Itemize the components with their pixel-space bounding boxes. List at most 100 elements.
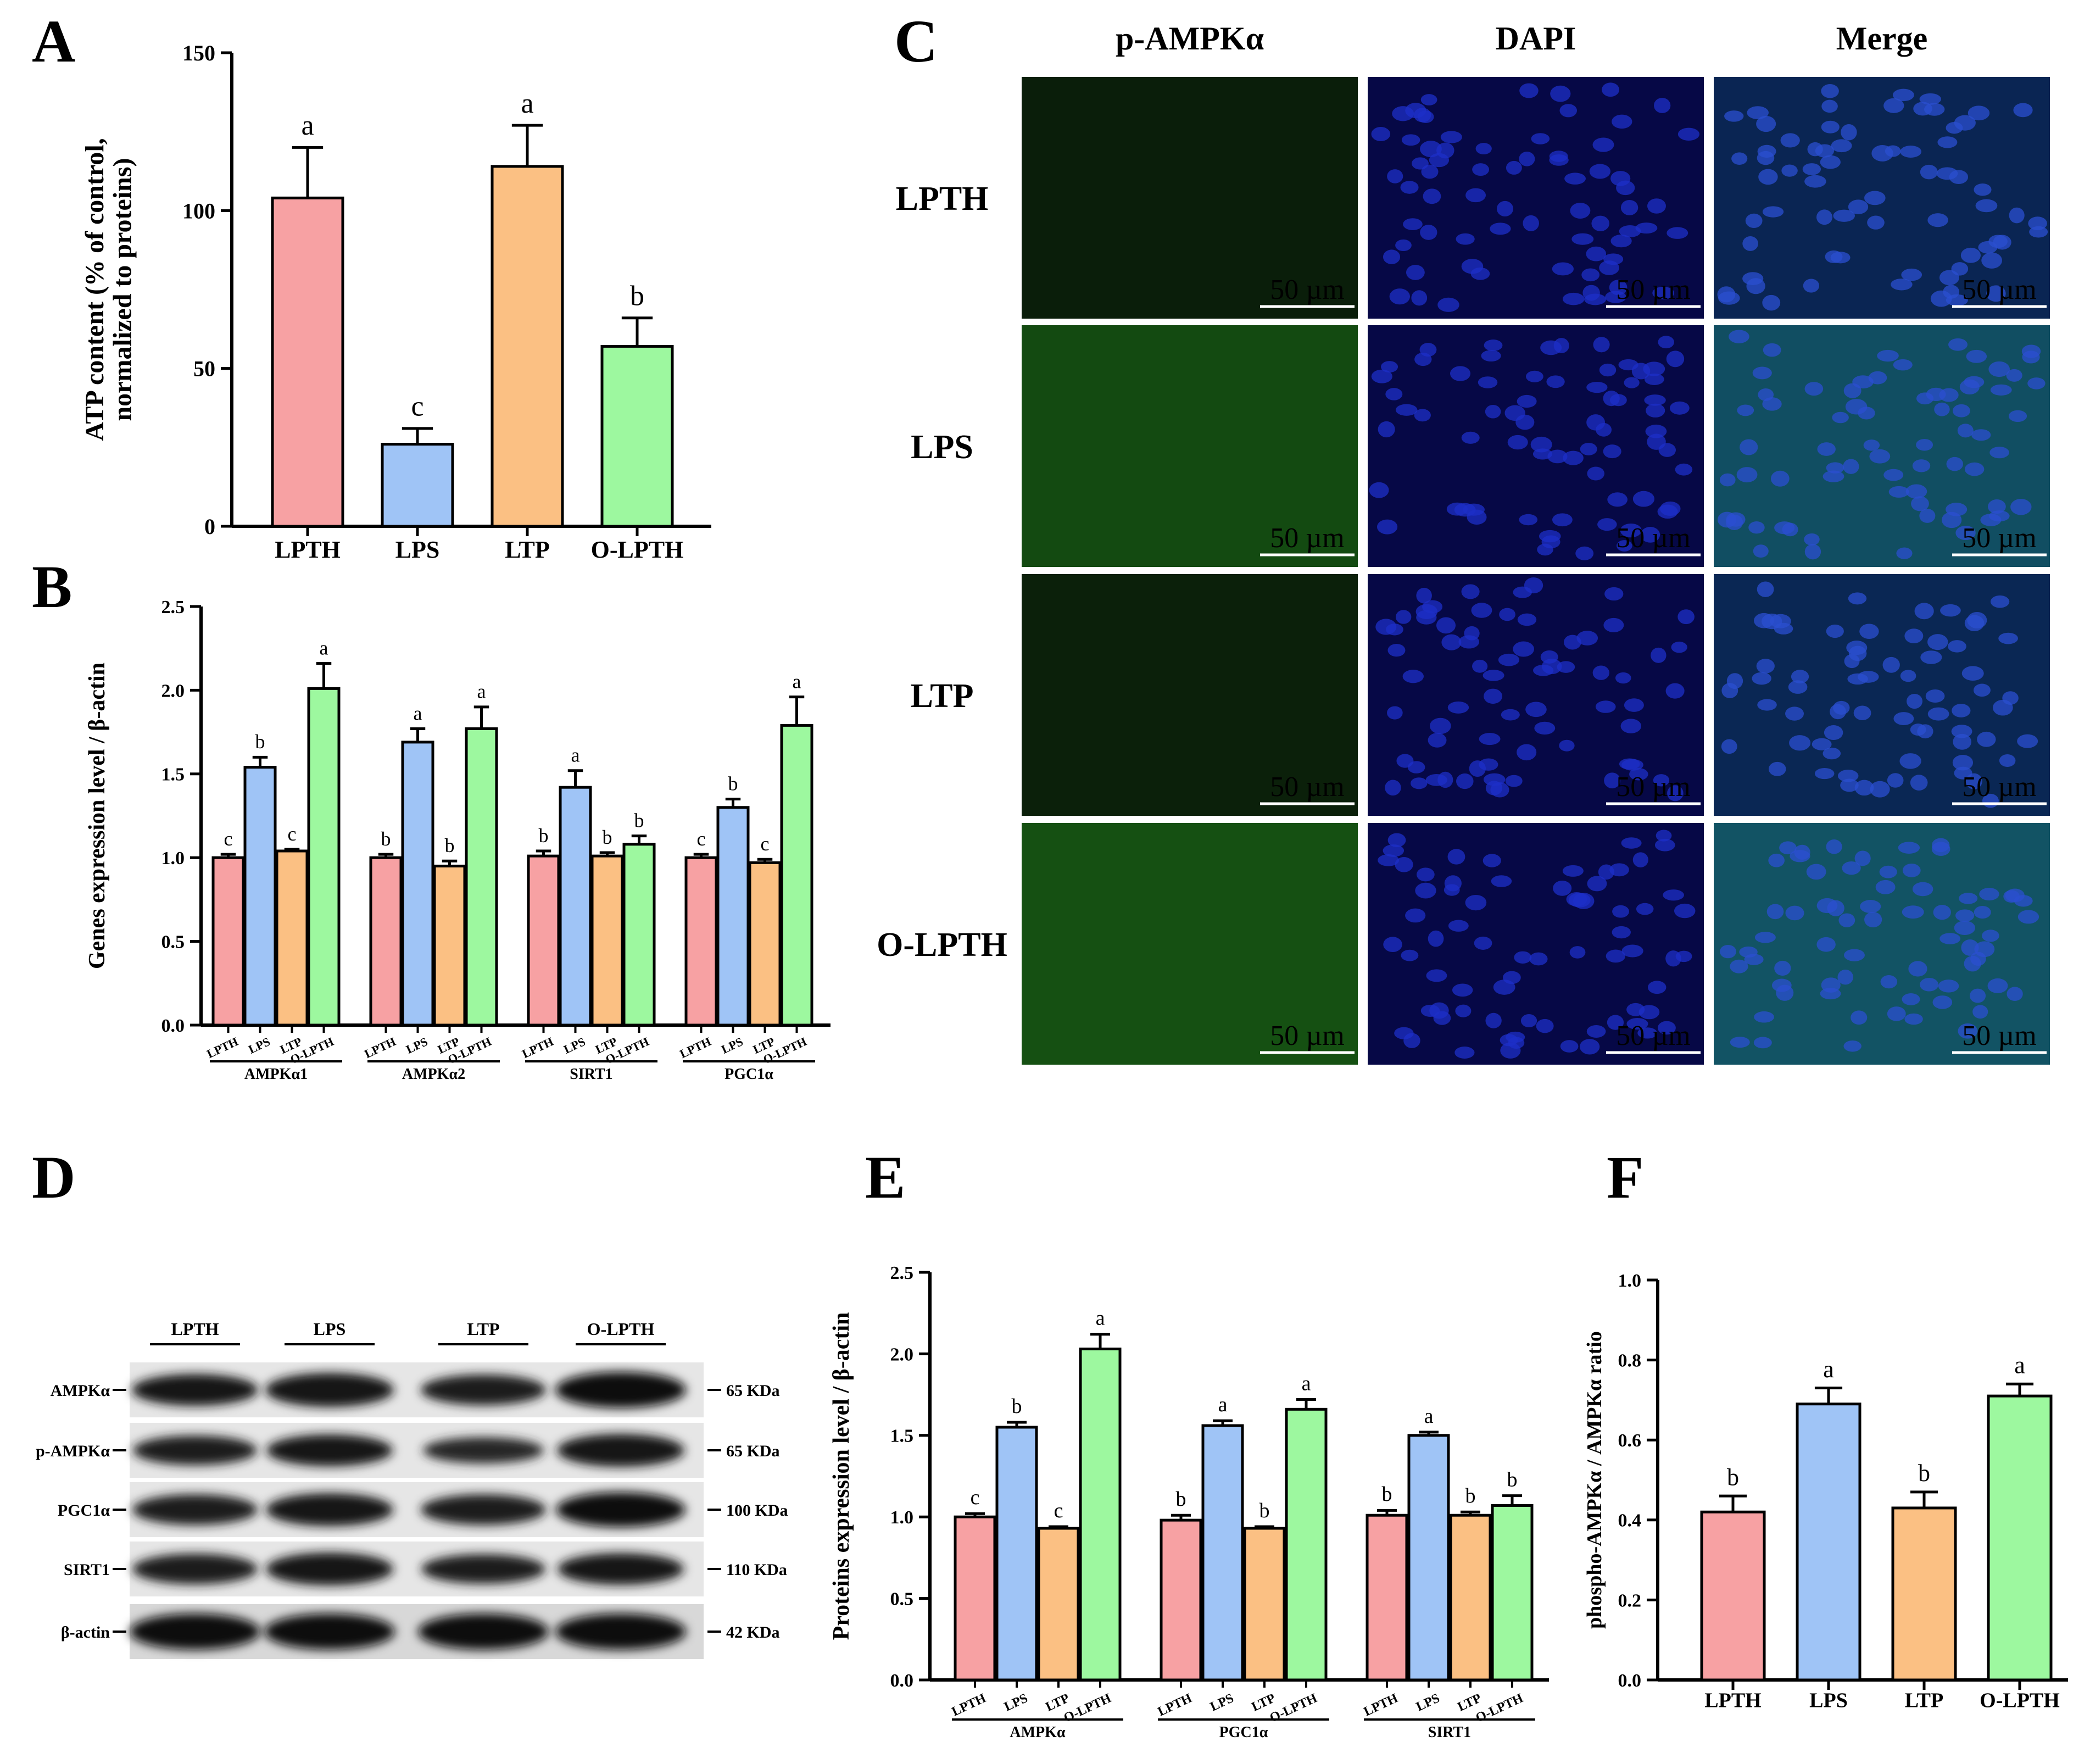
- nucleus-blob: [1485, 781, 1503, 795]
- nucleus-blob: [1414, 108, 1431, 123]
- nucleus-blob: [1955, 525, 1976, 541]
- significance-letter: c: [1054, 1499, 1063, 1522]
- nucleus-blob: [1763, 343, 1781, 357]
- nucleus-blob: [1899, 753, 1921, 769]
- nucleus-blob: [1966, 349, 1987, 363]
- nucleus-blob: [1766, 904, 1784, 920]
- x-category-label: LPTH: [1704, 1689, 1761, 1712]
- bar: [1891, 1506, 1957, 1682]
- bar: [369, 856, 403, 1027]
- nucleus-blob: [1570, 203, 1591, 219]
- nucleus-blob: [1900, 146, 1922, 158]
- y-tick-label: 0.5: [161, 932, 185, 953]
- nucleus-blob: [1939, 933, 1961, 944]
- x-group-label: PGC1α: [724, 1066, 773, 1083]
- nucleus-blob: [1854, 850, 1871, 866]
- nucleus-blob: [2008, 410, 2027, 422]
- nucleus-blob: [1648, 981, 1667, 994]
- nucleus-blob: [1948, 338, 1968, 351]
- nucleus-blob: [1559, 739, 1575, 752]
- bar: [527, 854, 560, 1027]
- scale-bar-label: 50 µm: [1616, 522, 1690, 554]
- nucleus-blob: [2022, 350, 2040, 364]
- nucleus-blob: [1472, 659, 1488, 673]
- lane-label: LPTH: [171, 1319, 219, 1339]
- nucleus-blob: [1621, 944, 1643, 958]
- significance-letter: a: [2014, 1351, 2025, 1378]
- nucleus-blob: [1541, 535, 1560, 549]
- blot-band: [266, 1434, 393, 1466]
- nucleus-blob: [1880, 975, 1898, 989]
- nucleus-blob: [1420, 225, 1437, 240]
- x-group-label: SIRT1: [570, 1066, 612, 1083]
- scale-bar-label: 50 µm: [1616, 274, 1690, 305]
- nucleus-blob: [1441, 634, 1462, 650]
- significance-letter: b: [630, 280, 644, 311]
- nucleus-blob: [1940, 604, 1961, 617]
- bar: [1160, 1518, 1202, 1682]
- nucleus-blob: [1517, 394, 1537, 408]
- nucleus-blob: [1780, 133, 1800, 148]
- nucleus-blob: [1403, 1033, 1420, 1048]
- nucleus-blob: [1375, 619, 1397, 635]
- scale-bar-label: 50 µm: [1270, 771, 1344, 803]
- significance-letter: b: [381, 828, 391, 850]
- nucleus-blob: [1853, 705, 1871, 721]
- nucleus-blob: [1879, 865, 1897, 878]
- nucleus-blob: [1638, 1005, 1660, 1020]
- x-category-label: LTP: [505, 536, 550, 563]
- nucleus-blob: [1933, 905, 1951, 920]
- blot-band: [555, 1613, 686, 1650]
- nucleus-blob: [1612, 905, 1629, 918]
- nucleus-blob: [1816, 209, 1833, 225]
- nucleus-blob: [1823, 747, 1841, 760]
- y-axis-title: Proteins expression level / β-actin: [829, 1312, 854, 1640]
- nucleus-blob: [1461, 584, 1480, 599]
- nucleus-blob: [1902, 905, 1924, 919]
- significance-letter: a: [320, 637, 328, 659]
- nucleus-blob: [1747, 106, 1769, 120]
- nucleus-blob: [1667, 227, 1688, 239]
- x-category-label: O-LPTH: [1980, 1689, 2060, 1712]
- nucleus-blob: [2017, 734, 2038, 748]
- bar: [243, 766, 277, 1027]
- nucleus-blob: [1954, 115, 1976, 131]
- nucleus-blob: [1788, 680, 1808, 694]
- nucleus-blob: [1416, 587, 1432, 604]
- nucleus-blob: [1519, 514, 1538, 526]
- nucleus-blob: [1768, 853, 1785, 867]
- nucleus-blob: [1677, 127, 1700, 141]
- row-label: LPS: [911, 429, 973, 466]
- nucleus-blob: [1851, 1010, 1868, 1025]
- nucleus-blob: [1626, 1017, 1648, 1030]
- y-tick-label: 100: [182, 198, 215, 223]
- nucleus-blob: [1762, 206, 1784, 218]
- nucleus-blob: [1842, 861, 1861, 875]
- y-tick-label: 50: [193, 357, 215, 381]
- nucleus-blob: [1401, 949, 1419, 961]
- nucleus-blob: [1612, 926, 1631, 939]
- y-tick-label: 1.0: [1618, 1271, 1642, 1291]
- nucleus-blob: [1607, 1015, 1624, 1030]
- nucleus-blob: [1599, 363, 1617, 377]
- nucleus-blob: [1848, 592, 1867, 605]
- y-tick-label: 2.5: [161, 597, 185, 617]
- nucleus-blob: [1595, 700, 1616, 713]
- nucleus-blob: [1508, 1037, 1525, 1049]
- nucleus-blob: [1837, 770, 1859, 782]
- nucleus-blob: [1546, 375, 1565, 388]
- nucleus-blob: [1843, 1040, 1862, 1052]
- nucleus-blob: [1848, 645, 1867, 661]
- nucleus-blob: [1498, 653, 1520, 666]
- nucleus-blob: [1674, 903, 1696, 919]
- nucleus-blob: [1529, 952, 1548, 966]
- nucleus-blob: [1414, 353, 1432, 366]
- bar: [1201, 1424, 1244, 1682]
- nucleus-blob: [1877, 349, 1899, 362]
- nucleus-blob: [1891, 279, 1913, 291]
- nucleus-blob: [1979, 887, 1999, 901]
- significance-letter: b: [1727, 1463, 1739, 1490]
- nucleus-blob: [1640, 527, 1660, 543]
- nucleus-blob: [1454, 503, 1476, 517]
- nucleus-blob: [1563, 635, 1581, 650]
